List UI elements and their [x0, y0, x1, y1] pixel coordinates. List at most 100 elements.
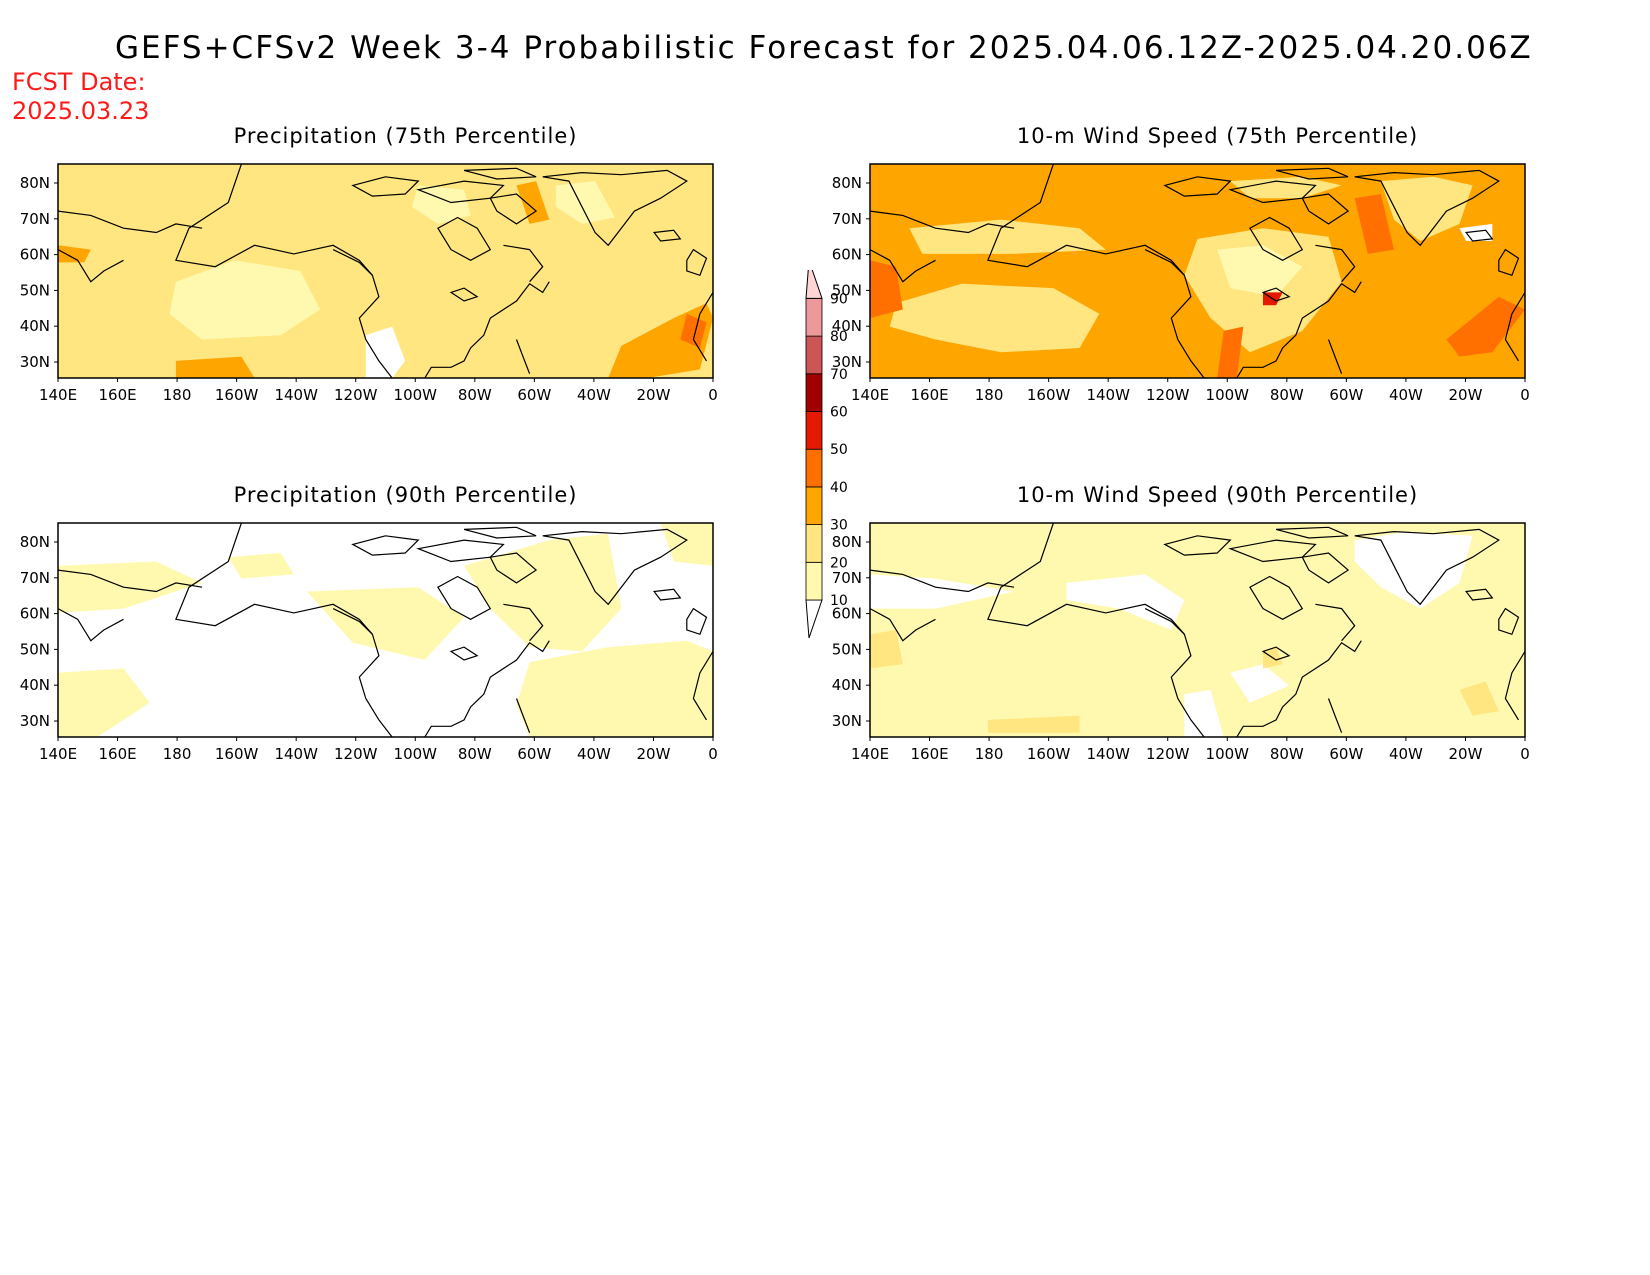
- forecast-date: FCST Date: 2025.03.23: [12, 68, 149, 126]
- panel-wind-90: 10-m Wind Speed (90th Percentile) 80N 70N…: [812, 483, 1572, 773]
- map-frame: [57, 163, 714, 379]
- lat-tick-label: 30N: [832, 353, 862, 371]
- panel-precip-90: Precipitation (90th Percentile) 80N 70N 60…: [0, 483, 760, 773]
- probability-area: [555, 181, 615, 224]
- colorbar-lower-extension: [805, 599, 823, 639]
- panel-title: 10-m Wind Speed (90th Percentile): [1016, 483, 1419, 507]
- coastline: [437, 216, 492, 261]
- coastline: [1236, 640, 1362, 737]
- probability-area: [58, 561, 203, 613]
- lat-tick-label: 30N: [20, 353, 50, 371]
- lon-tick-label: 100W: [1206, 386, 1250, 404]
- coastline: [1236, 281, 1362, 378]
- lat-tick-label: 40N: [832, 676, 862, 694]
- coastline: [58, 249, 124, 283]
- probability-area: [58, 245, 91, 263]
- probability-area: [1066, 574, 1185, 630]
- map-frame: [57, 522, 714, 738]
- lon-tick-label: 140E: [39, 386, 77, 404]
- probability-area: [660, 523, 713, 566]
- coastline: [449, 287, 479, 302]
- map-frame: [869, 522, 1526, 738]
- colorbar-segment: [805, 561, 823, 601]
- lon-tick-label: 160E: [98, 386, 136, 404]
- probability-area: [1230, 176, 1342, 199]
- probability-area: [175, 356, 255, 378]
- coastline: [463, 526, 537, 539]
- lat-tick-label: 60N: [20, 605, 50, 623]
- lon-tick-label: 160E: [910, 386, 948, 404]
- probability-area: [680, 313, 707, 348]
- colorbar-level-label: 50: [830, 442, 848, 458]
- lat-tick-label: 80N: [832, 533, 862, 551]
- coastline: [870, 608, 936, 642]
- lon-tick-label: 0: [708, 386, 718, 404]
- probability-area: [228, 553, 294, 579]
- map-wind-90: 80N 70N 60N 50N 40N 30N 140E 160E 180 160W 140W 120…: [832, 522, 1530, 763]
- colorbar-level-label: 80: [830, 329, 848, 345]
- map-fill: [870, 523, 1525, 737]
- coastline: [1163, 535, 1232, 556]
- lon-tick-label: 180: [975, 745, 1004, 763]
- map-fill: [870, 164, 1525, 378]
- probability-area: [411, 185, 471, 224]
- lon-tick-label: 40W: [1389, 386, 1423, 404]
- coastline: [652, 229, 682, 242]
- coastline: [1275, 167, 1349, 180]
- probability-area: [1446, 296, 1525, 357]
- colorbar-level-label: 90: [830, 291, 848, 307]
- coastline: [1327, 339, 1343, 374]
- colorbar-level-label: 40: [830, 480, 848, 496]
- lon-tick-label: 0: [708, 745, 718, 763]
- lon-tick-label: 180: [163, 745, 192, 763]
- coastline: [489, 552, 538, 584]
- lat-tick-label: 60N: [832, 246, 862, 264]
- probability-area: [516, 181, 550, 224]
- lon-tick-label: 160W: [215, 386, 259, 404]
- lon-tick-label: 40W: [577, 745, 611, 763]
- lon-tick-label: 0: [1520, 745, 1530, 763]
- colorbar-segment: [805, 335, 823, 375]
- colorbar-segment: [805, 297, 823, 337]
- colorbar-segment: [805, 373, 823, 412]
- probability-area: [365, 326, 406, 378]
- probability-area: [306, 587, 465, 660]
- coastline: [686, 248, 708, 277]
- coastline: [1301, 552, 1350, 584]
- coastline: [1261, 287, 1291, 302]
- probability-area: [516, 640, 713, 737]
- probability-area: [889, 283, 1100, 353]
- coastline: [1144, 249, 1205, 378]
- coastline: [175, 164, 373, 276]
- coastline: [987, 164, 1185, 276]
- coastline: [449, 646, 479, 661]
- probability-area: [169, 260, 320, 340]
- lat-tick-label: 40N: [832, 317, 862, 335]
- coastline: [1301, 193, 1350, 225]
- colorbar-level-label: 10: [830, 593, 848, 609]
- probability-area: [464, 533, 622, 652]
- lat-tick-label: 50N: [20, 281, 50, 299]
- coastline: [692, 651, 713, 721]
- coastline: [1498, 248, 1520, 277]
- lat-tick-label: 80N: [20, 533, 50, 551]
- probability-area: [870, 574, 1015, 609]
- map-precip-75: 80N 70N 60N 50N 40N 30N 140E 160E 180 160W 140W 120…: [20, 163, 718, 404]
- lat-tick-label: 40N: [20, 676, 50, 694]
- lat-tick-label: 50N: [832, 281, 862, 299]
- lat-tick-label: 70N: [20, 569, 50, 587]
- lon-tick-label: 20W: [1448, 386, 1482, 404]
- lat-tick-label: 60N: [832, 605, 862, 623]
- lon-tick-label: 120W: [334, 745, 378, 763]
- lon-tick-label: 160E: [910, 745, 948, 763]
- lon-tick-label: 20W: [636, 386, 670, 404]
- coastline: [987, 523, 1185, 635]
- lon-tick-label: 20W: [1448, 745, 1482, 763]
- lat-tick-label: 70N: [832, 210, 862, 228]
- lon-tick-label: 120W: [1146, 386, 1190, 404]
- coastline: [1504, 292, 1525, 362]
- probability-area: [909, 219, 1106, 254]
- lon-tick-label: 0: [1520, 386, 1530, 404]
- lon-tick-label: 140W: [1086, 386, 1130, 404]
- coastline: [1315, 244, 1356, 283]
